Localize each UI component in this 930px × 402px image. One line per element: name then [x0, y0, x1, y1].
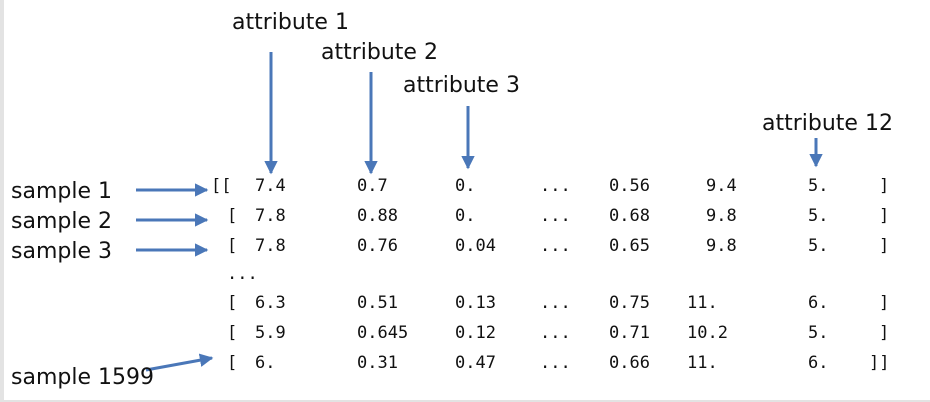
- matrix-cell: 10.2: [687, 323, 728, 343]
- matrix-cell: 0.: [455, 176, 476, 196]
- matrix-cell: 0.56: [609, 176, 650, 196]
- matrix-cell: 7.8: [255, 236, 286, 256]
- attribute-2-label: attribute 2: [321, 40, 438, 65]
- matrix-cell: 0.71: [609, 323, 650, 343]
- column-ellipsis: ...: [540, 323, 571, 343]
- matrix-cell: 0.13: [455, 293, 496, 313]
- matrix-cell: 7.8: [255, 206, 286, 226]
- row-open-bracket: [: [227, 206, 238, 226]
- matrix-cell: 0.04: [455, 236, 496, 256]
- attribute-12-label: attribute 12: [762, 111, 893, 136]
- matrix-cell: 7.4: [255, 176, 286, 196]
- row-close-bracket: ]: [879, 236, 890, 256]
- row-close-bracket: ]: [879, 293, 890, 313]
- row-open-bracket: [: [227, 293, 238, 313]
- column-ellipsis: ...: [540, 206, 571, 226]
- sample-1-label: sample 1: [11, 179, 112, 204]
- matrix-cell: 0.12: [455, 323, 496, 343]
- matrix-cell: 0.76: [357, 236, 398, 256]
- column-ellipsis: ...: [540, 176, 571, 196]
- matrix-cell: 0.88: [357, 206, 398, 226]
- matrix-cell: 0.65: [609, 236, 650, 256]
- sample-2-label: sample 2: [11, 209, 112, 234]
- matrix-cell: 5.9: [255, 323, 286, 343]
- sample-3-label: sample 3: [11, 239, 112, 264]
- matrix-cell: 0.68: [609, 206, 650, 226]
- matrix-cell: 5.: [808, 176, 829, 196]
- matrix-cell: 0.645: [357, 323, 409, 343]
- matrix-cell: 0.75: [609, 293, 650, 313]
- row-ellipsis: ...: [227, 264, 258, 284]
- matrix-cell: 6.: [255, 353, 276, 373]
- matrix-cell: 9.4: [706, 176, 737, 196]
- matrix-cell: 0.: [455, 206, 476, 226]
- attribute-3-label: attribute 3: [403, 73, 520, 98]
- row-close-bracket: ]: [879, 176, 890, 196]
- frame-left-edge: [0, 0, 4, 402]
- matrix-cell: 0.31: [357, 353, 398, 373]
- sample-1599-arrow: [145, 353, 214, 372]
- matrix-cell: 0.51: [357, 293, 398, 313]
- matrix-cell: 9.8: [706, 206, 737, 226]
- matrix-cell: 5.: [808, 236, 829, 256]
- row-open-bracket: [: [227, 236, 238, 256]
- attribute-1-label: attribute 1: [232, 10, 349, 35]
- sample-1599-label: sample 1599: [11, 365, 154, 390]
- frame-bottom-edge: [0, 400, 930, 402]
- column-ellipsis: ...: [540, 293, 571, 313]
- row-open-bracket: [: [227, 323, 238, 343]
- matrix-cell: 9.8: [706, 236, 737, 256]
- row-close-bracket: ]]: [869, 353, 890, 373]
- matrix-cell: 6.: [808, 293, 829, 313]
- column-ellipsis: ...: [540, 236, 571, 256]
- matrix-cell: 0.7: [357, 176, 388, 196]
- matrix-cell: 11.: [687, 293, 718, 313]
- matrix-cell: 6.3: [255, 293, 286, 313]
- row-open-bracket: [: [227, 353, 238, 373]
- row-close-bracket: ]: [879, 206, 890, 226]
- column-ellipsis: ...: [540, 353, 571, 373]
- matrix-cell: 6.: [808, 353, 829, 373]
- matrix-cell: 11.: [687, 353, 718, 373]
- matrix-cell: 5.: [808, 206, 829, 226]
- matrix-cell: 0.47: [455, 353, 496, 373]
- matrix-cell: 0.66: [609, 353, 650, 373]
- row-close-bracket: ]: [879, 323, 890, 343]
- matrix-cell: 5.: [808, 323, 829, 343]
- row-open-bracket: [[: [211, 176, 232, 196]
